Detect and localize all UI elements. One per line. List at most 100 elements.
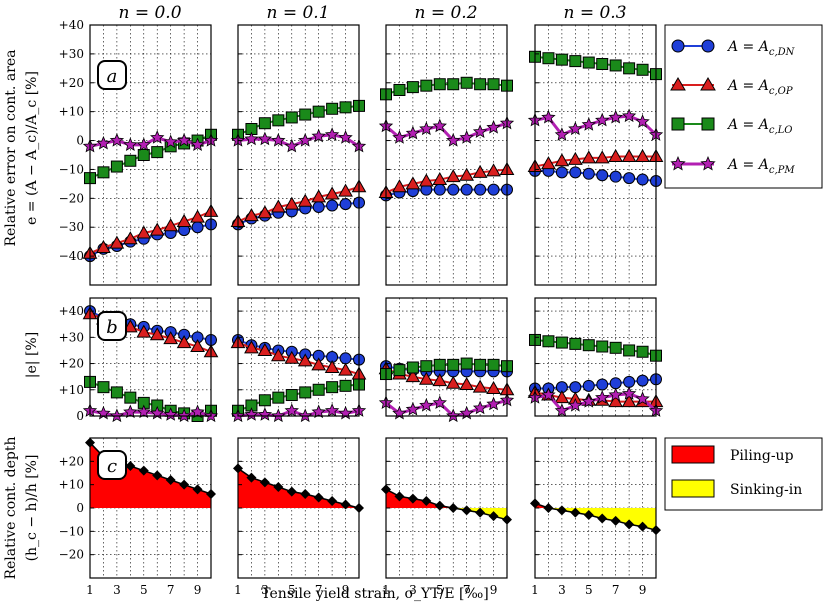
series-line-a-op-col3 — [534, 155, 656, 168]
point-b-op-col1-8 — [338, 362, 353, 376]
depth-point-col0-3 — [125, 461, 136, 471]
point-b-pm-col1-6 — [311, 404, 326, 419]
series-line-a-lo-col2 — [385, 81, 508, 96]
point-b-lo-col3-4 — [582, 339, 595, 352]
point-a-lo-col1-8 — [339, 101, 352, 114]
depth-point-col3-4 — [583, 510, 594, 520]
depth-point-col1-3 — [273, 482, 284, 492]
point-b-pm-col2-4 — [432, 395, 447, 409]
depth-point-col2-8 — [488, 511, 499, 522]
depth-point-col2-5 — [448, 503, 459, 513]
point-a-dn-col3-6 — [609, 170, 622, 183]
point-a-pm-col0-3 — [123, 137, 138, 151]
point-a-dn-col1-6 — [312, 201, 325, 213]
point-a-pm-col0-7 — [176, 133, 192, 147]
ytick-label-b-3: +10 — [59, 383, 84, 397]
point-a-pm-col1-8 — [338, 130, 353, 144]
point-b-lo-col1-7 — [326, 381, 339, 394]
point-a-pm-col2-6 — [459, 130, 474, 144]
point-a-op-col3-3 — [567, 151, 583, 165]
point-a-dn-col2-6 — [460, 183, 473, 196]
point-b-lo-col2-3 — [420, 360, 433, 373]
depth-point-col2-2 — [407, 493, 418, 504]
point-b-lo-col1-3 — [272, 391, 285, 404]
ytick-label-c-4: −20 — [59, 548, 84, 562]
point-a-lo-col3-5 — [596, 58, 609, 70]
point-a-dn-col2-5 — [447, 183, 460, 196]
column-title-n2: n = 0.2 — [414, 3, 477, 23]
point-a-lo-col3-6 — [609, 59, 622, 72]
point-a-lo-col2-6 — [460, 76, 473, 89]
legend-marker-op-2 — [700, 77, 716, 91]
point-a-lo-col3-7 — [623, 62, 636, 75]
point-a-pm-col3-7 — [621, 108, 637, 123]
point-a-lo-col3-8 — [636, 63, 649, 76]
point-a-op-col2-4 — [432, 172, 448, 186]
point-a-op-col3-2 — [554, 153, 570, 167]
point-a-op-col1-4 — [284, 196, 300, 210]
depth-point-col0-7 — [179, 479, 190, 490]
point-a-op-col3-4 — [581, 150, 597, 164]
series-line-a-dn-col1 — [237, 201, 360, 226]
series-line-a-dn-col0 — [89, 223, 212, 257]
point-a-lo-col1-4 — [285, 111, 298, 124]
point-a-lo-col3-1 — [542, 52, 555, 65]
point-b-pm-col0-6 — [163, 407, 178, 421]
series-line-a-pm-col3 — [534, 114, 658, 137]
point-b-pm-col0-2 — [109, 408, 125, 423]
xtick-label-col2-0: 1 — [382, 583, 390, 597]
point-b-dn-col3-5 — [596, 378, 609, 391]
depth-point-col0-5 — [152, 470, 163, 481]
point-a-pm-col3-6 — [608, 109, 623, 124]
point-a-lo-col2-7 — [474, 78, 487, 91]
column-title-n1: n = 0.1 — [266, 3, 329, 23]
point-a-op-col1-6 — [311, 189, 327, 203]
ylabel-a-line1: Relative error on cont. area — [3, 49, 19, 246]
point-a-op-col0-4 — [136, 225, 152, 239]
ytick-label-a-0: +40 — [59, 18, 84, 32]
point-b-lo-col3-1 — [542, 335, 555, 348]
point-b-pm-col3-1 — [541, 387, 556, 402]
xtick-label-col1-1: 3 — [261, 583, 269, 597]
point-b-lo-col3-5 — [596, 340, 609, 353]
point-b-pm-col2-5 — [446, 408, 461, 423]
point-a-op-col1-2 — [257, 205, 273, 219]
point-b-op-col2-3 — [418, 371, 434, 385]
xtick-label-col0-2: 5 — [140, 583, 148, 597]
point-a-op-col0-6 — [163, 218, 179, 232]
xtick-label-col2-3: 7 — [463, 583, 471, 597]
point-b-op-col1-1 — [244, 340, 259, 354]
point-b-lo-col3-3 — [569, 337, 582, 350]
point-a-pm-col2-4 — [432, 118, 447, 133]
legend-label-op: A = Ac,OP — [726, 78, 793, 97]
point-b-lo-col2-2 — [406, 361, 419, 374]
ylabel-b: |e| [%] — [24, 332, 40, 378]
depth-point-col3-2 — [556, 505, 567, 516]
point-b-op-col0-4 — [136, 324, 152, 338]
column-title-n0: n = 0.0 — [118, 3, 181, 23]
axes-frame-a-col0 — [89, 24, 212, 286]
point-a-lo-col0-2 — [110, 160, 123, 173]
point-b-op-col2-8 — [486, 380, 501, 394]
legend-item-sinking: Sinking-in — [671, 479, 802, 498]
point-a-op-col1-3 — [270, 199, 286, 213]
point-a-pm-col3-8 — [635, 114, 650, 128]
area-sinking-col3 — [535, 508, 656, 531]
point-b-lo-col2-1 — [393, 364, 406, 377]
axes-frame-b-col1 — [237, 297, 360, 417]
legend-label-lo: A = Ac,LO — [726, 117, 792, 136]
xtick-label-col3-0: 1 — [531, 583, 539, 597]
badge-c: c — [97, 450, 127, 480]
point-a-lo-col1-5 — [299, 108, 312, 121]
ytick-label-c-1: +10 — [59, 478, 84, 492]
area-piling-col1 — [238, 468, 359, 508]
point-b-pm-col3-5 — [595, 390, 610, 404]
area-sinking-col2 — [386, 508, 507, 520]
point-a-dn-col1-7 — [326, 199, 339, 212]
depth-point-col0-8 — [192, 484, 203, 495]
point-a-op-col1-7 — [324, 186, 340, 200]
point-a-dn-col3-4 — [582, 167, 595, 180]
point-a-pm-col3-3 — [568, 121, 583, 136]
point-b-pm-col3-8 — [635, 391, 650, 406]
xtick-label-col0-4: 9 — [194, 583, 202, 597]
